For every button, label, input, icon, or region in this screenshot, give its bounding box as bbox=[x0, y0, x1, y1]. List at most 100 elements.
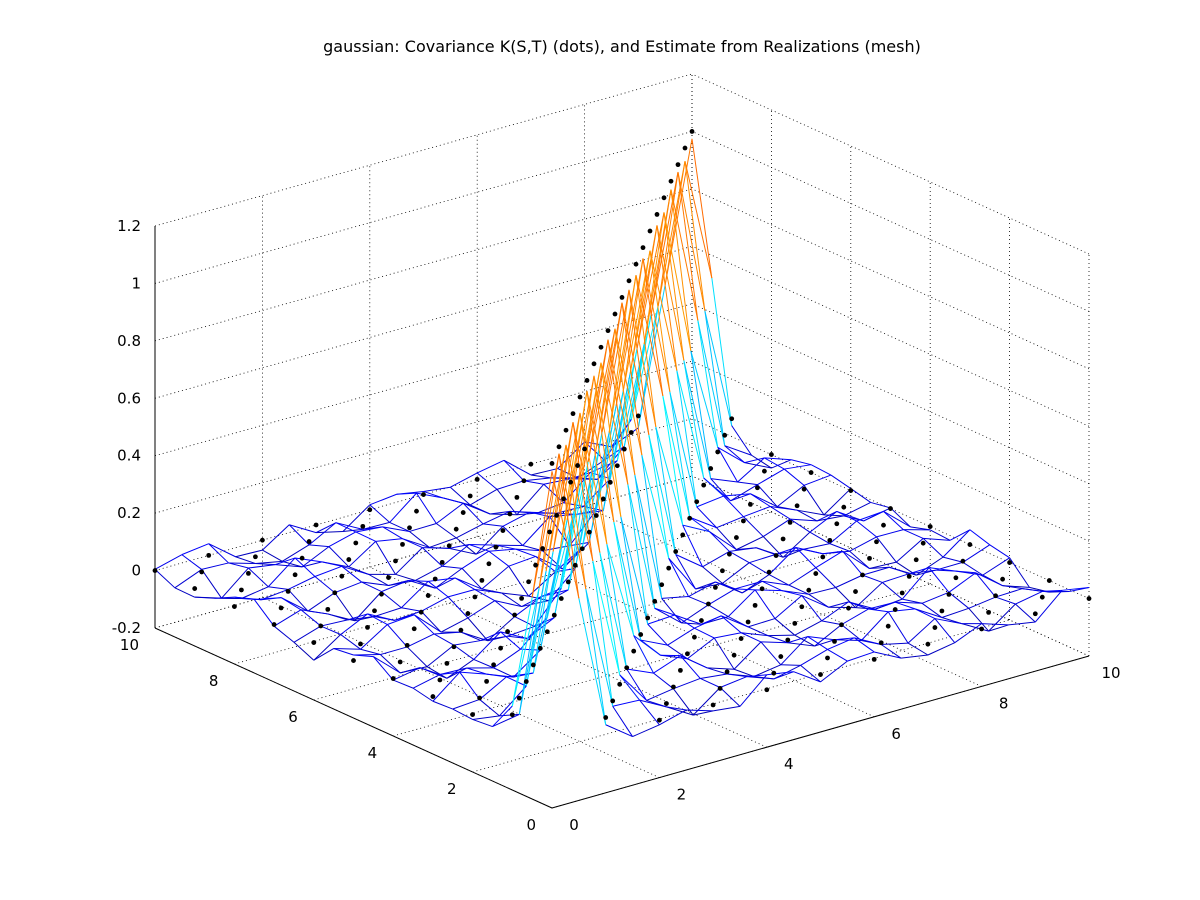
covariance-dot-82 bbox=[400, 541, 405, 547]
mesh-segment-203 bbox=[829, 520, 857, 545]
mesh-segment-86 bbox=[757, 484, 778, 507]
mesh-segment-804 bbox=[592, 560, 621, 675]
mesh-segment-281 bbox=[469, 543, 496, 546]
mesh-segment-361 bbox=[648, 434, 677, 555]
mesh-segment-820 bbox=[492, 713, 520, 728]
mesh-segment-175 bbox=[809, 511, 838, 533]
mesh-segment-555 bbox=[681, 622, 702, 625]
mesh-segment-176 bbox=[789, 518, 811, 533]
covariance-dot-1 bbox=[509, 712, 515, 718]
mesh-segment-633 bbox=[320, 625, 341, 635]
mesh-segment-278 bbox=[355, 531, 376, 542]
mesh-segment-336 bbox=[889, 566, 910, 575]
mesh-segment-84 bbox=[710, 478, 731, 502]
covariance-dot-52 bbox=[260, 537, 265, 543]
mesh-segment-66 bbox=[690, 350, 712, 479]
covariance-dot-198 bbox=[675, 162, 681, 168]
mesh-segment-644 bbox=[620, 516, 649, 625]
mesh-segment-247 bbox=[449, 547, 477, 555]
covariance-dot-199 bbox=[635, 413, 641, 419]
covariance-dot-220 bbox=[689, 129, 695, 134]
covariance-dot-62 bbox=[306, 539, 312, 544]
mesh-segment-816 bbox=[612, 699, 640, 707]
mesh-segment-620 bbox=[741, 632, 769, 637]
mesh-segment-563 bbox=[868, 608, 889, 613]
mesh-segment-781 bbox=[673, 688, 694, 716]
mesh-segment-591 bbox=[747, 626, 769, 637]
covariance-dot-84 bbox=[764, 687, 770, 693]
mesh-segment-832 bbox=[605, 724, 633, 738]
covariance-dot-206 bbox=[801, 486, 807, 492]
mesh-segment-362 bbox=[628, 289, 650, 435]
mesh-segment-180 bbox=[883, 510, 904, 530]
covariance-dot-201 bbox=[1000, 576, 1005, 582]
mesh-segment-11 bbox=[731, 425, 752, 456]
mesh-segment-747 bbox=[727, 673, 748, 678]
mesh-segment-363 bbox=[695, 582, 723, 590]
mesh-segment-327 bbox=[722, 562, 750, 584]
mesh-segment-794 bbox=[666, 706, 694, 716]
mesh-segment-752 bbox=[439, 667, 467, 676]
covariance-dot-218 bbox=[769, 452, 774, 457]
mesh-segment-57 bbox=[523, 477, 551, 482]
covariance-dot-153 bbox=[687, 515, 693, 521]
covariance-dot-33 bbox=[570, 411, 576, 417]
mesh-segment-430 bbox=[408, 579, 436, 589]
mesh-segment-432 bbox=[454, 577, 483, 590]
covariance-dot-46 bbox=[498, 645, 503, 651]
mesh-segment-560 bbox=[841, 608, 869, 626]
mesh-segment-88 bbox=[803, 485, 825, 516]
mesh-segment-690 bbox=[473, 631, 501, 660]
mesh-segment-507 bbox=[381, 591, 402, 609]
covariance-dot-150 bbox=[806, 587, 812, 593]
covariance-dot-100 bbox=[572, 562, 578, 568]
covariance-dot-165 bbox=[654, 212, 660, 217]
mesh-segment-672 bbox=[640, 639, 668, 646]
mesh-segment-651 bbox=[740, 632, 762, 643]
covariance-dot-167 bbox=[575, 463, 580, 468]
mesh-segment-332 bbox=[795, 547, 817, 568]
mesh-segment-284 bbox=[495, 544, 516, 550]
mesh-segment-144 bbox=[629, 250, 651, 374]
covariance-dot-143 bbox=[640, 245, 646, 251]
mesh-segment-503 bbox=[287, 589, 309, 612]
covariance-dot-168 bbox=[979, 626, 984, 632]
mesh-segment-480 bbox=[661, 596, 689, 599]
mesh-segment-122 bbox=[656, 225, 678, 371]
mesh-segment-543 bbox=[401, 607, 422, 612]
mesh-segment-621 bbox=[720, 615, 742, 634]
mesh-segment-634 bbox=[387, 614, 415, 625]
covariance-dot-10 bbox=[152, 568, 158, 573]
mesh-segment-239 bbox=[969, 529, 991, 546]
mesh-segment-647 bbox=[647, 623, 668, 646]
covariance-dot-214 bbox=[927, 524, 933, 529]
mesh-segment-785 bbox=[412, 687, 434, 702]
covariance-dot-60 bbox=[386, 575, 391, 580]
mesh-segment-146 bbox=[676, 370, 698, 507]
covariance-dot-189 bbox=[1032, 611, 1038, 617]
mesh-segment-421 bbox=[154, 568, 176, 589]
mesh-segment-484 bbox=[755, 589, 782, 592]
covariance-dot-203 bbox=[920, 540, 926, 546]
mesh-segment-489 bbox=[828, 601, 849, 608]
mesh-segment-204 bbox=[809, 531, 831, 545]
mesh-segment-459 bbox=[1042, 589, 1063, 592]
mesh-segment-565 bbox=[914, 608, 936, 620]
mesh-segment-344 bbox=[208, 543, 229, 564]
mesh-segment-150 bbox=[769, 506, 791, 520]
mesh-segment-667 bbox=[480, 631, 501, 642]
covariance-dot-57 bbox=[505, 629, 510, 634]
mesh-segment-250 bbox=[475, 544, 497, 555]
mesh-segment-522 bbox=[774, 595, 803, 619]
mesh-segment-228 bbox=[689, 516, 710, 533]
covariance-dot-178 bbox=[582, 446, 587, 452]
mesh-segment-89 bbox=[850, 488, 871, 503]
mesh-segment-827 bbox=[612, 705, 633, 737]
mesh-segment-678 bbox=[780, 636, 809, 666]
mesh-segment-260 bbox=[709, 531, 730, 552]
mesh-segment-556 bbox=[747, 618, 776, 628]
covariance-dot-200 bbox=[1039, 594, 1045, 600]
covariance-dot-204 bbox=[881, 522, 886, 528]
mesh-segment-409 bbox=[855, 582, 883, 609]
x-tick-label-2: 4 bbox=[784, 755, 794, 773]
